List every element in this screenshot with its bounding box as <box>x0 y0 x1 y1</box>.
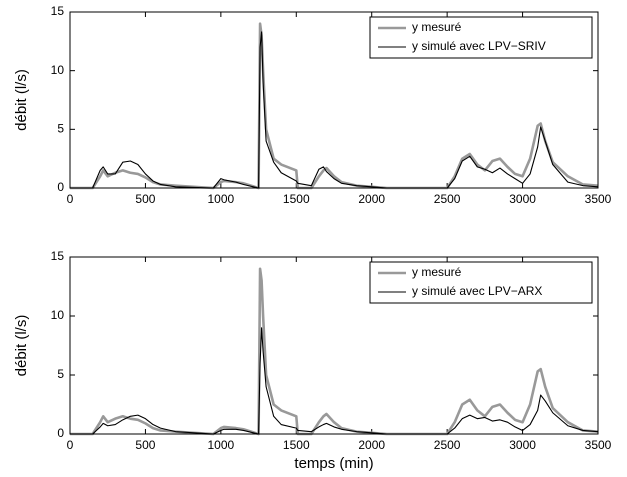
x-tick-label: 0 <box>67 438 74 452</box>
x-tick-label: 1500 <box>283 438 310 452</box>
x-tick-label: 500 <box>135 438 155 452</box>
y-tick-label: 10 <box>51 308 65 322</box>
legend-label: y simulé avec LPV−SRIV <box>412 39 546 53</box>
x-tick-label: 1500 <box>283 192 310 206</box>
legend <box>369 16 593 59</box>
y-axis-label: débit (l/s) <box>13 69 30 131</box>
x-tick-label: 2000 <box>358 192 385 206</box>
x-axis-label: temps (min) <box>294 455 373 472</box>
x-tick-label: 3500 <box>585 192 612 206</box>
legend-label: y mesuré <box>412 20 462 34</box>
x-tick-label: 3000 <box>509 438 536 452</box>
y-tick-label: 5 <box>57 122 64 136</box>
x-tick-label: 1000 <box>208 438 235 452</box>
data-line <box>70 327 599 435</box>
x-tick-label: 2500 <box>434 192 461 206</box>
legend <box>369 261 593 304</box>
y-axis-label: débit (l/s) <box>13 315 30 377</box>
x-tick-label: 1000 <box>208 192 235 206</box>
y-tick-label: 0 <box>57 426 64 440</box>
y-tick-label: 15 <box>51 4 65 18</box>
x-tick-label: 3500 <box>585 438 612 452</box>
legend-label: y simulé avec LPV−ARX <box>412 284 542 298</box>
y-tick-label: 0 <box>57 180 64 194</box>
x-tick-label: 2000 <box>358 438 385 452</box>
y-tick-label: 5 <box>57 367 64 381</box>
x-tick-label: 0 <box>67 192 74 206</box>
y-tick-label: 10 <box>51 63 65 77</box>
legend-label: y mesuré <box>412 265 462 279</box>
x-tick-label: 3000 <box>509 192 536 206</box>
axes-frame <box>69 11 599 189</box>
x-tick-label: 2500 <box>434 438 461 452</box>
x-tick-label: 500 <box>135 192 155 206</box>
data-line <box>70 31 599 189</box>
axes-frame <box>69 256 599 435</box>
y-tick-label: 15 <box>51 249 65 263</box>
